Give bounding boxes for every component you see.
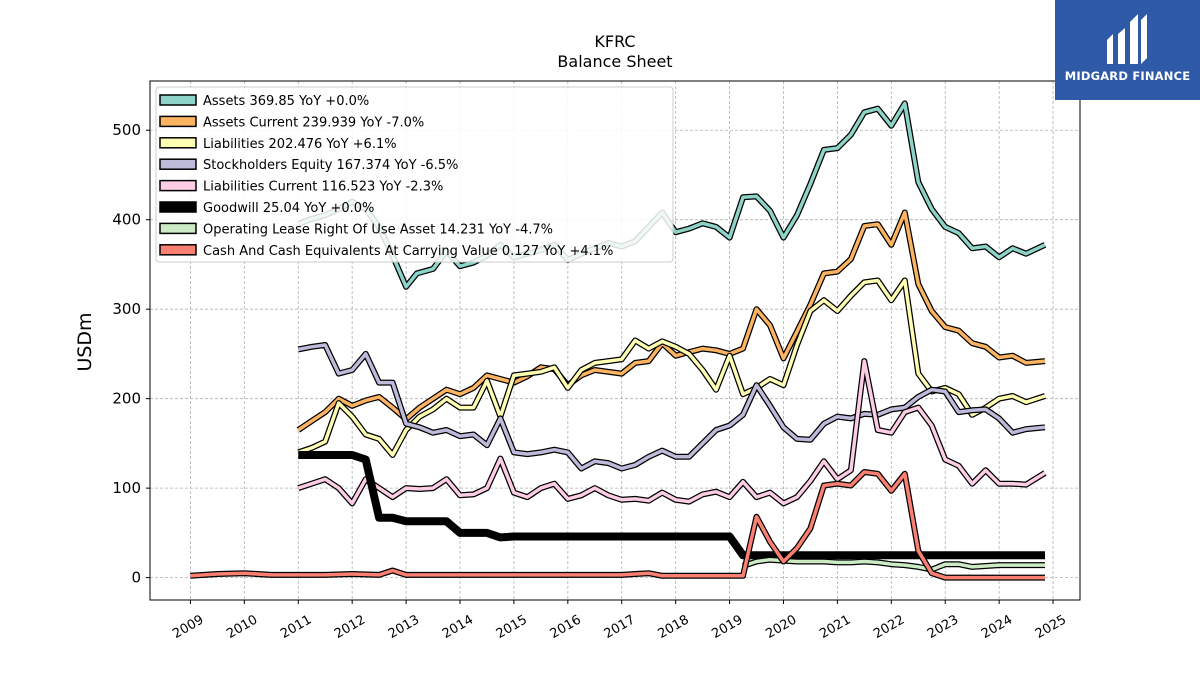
legend-entry: Liabilities Current 116.523 YoY -2.3% — [159, 179, 443, 195]
plot-frame — [149, 80, 1081, 601]
series-line-outline — [297, 342, 1046, 472]
x-tick-label: 2015 — [494, 612, 530, 642]
x-tick-label: 2017 — [602, 612, 638, 642]
legend-swatch — [159, 137, 197, 149]
series-line — [297, 278, 1046, 457]
x-tick-label: 2010 — [224, 612, 260, 642]
logo-text: MIDGARD FINANCE — [1064, 69, 1191, 83]
midgard-finance-logo: MIDGARD FINANCE — [1055, 0, 1200, 100]
legend-label: Stockholders Equity 167.374 YoY -6.5% — [203, 158, 458, 173]
series-line — [298, 451, 1045, 560]
y-tick-label: 300 — [112, 300, 141, 318]
legend: Assets 369.85 YoY +0.0% Assets Current 23… — [155, 86, 674, 263]
legend-entry: Assets Current 239.939 YoY -7.0% — [159, 115, 424, 130]
series-stockholders-equity — [297, 342, 1046, 472]
legend-entry: Operating Lease Right Of Use Asset 14.23… — [159, 222, 553, 237]
series-operating-lease-right-of-use-asset — [742, 556, 1045, 573]
series-layer — [190, 100, 1047, 581]
x-tick-label: 2011 — [278, 612, 314, 642]
legend-swatch — [159, 158, 197, 170]
x-tick-label: 2014 — [440, 612, 476, 642]
legend-label: Assets Current 239.939 YoY -7.0% — [203, 115, 424, 130]
x-tick-label: 2025 — [1033, 612, 1069, 642]
x-tick-label: 2023 — [925, 612, 961, 642]
series-cash-and-cash-equivalents-at-carrying-value — [190, 469, 1045, 581]
legend-label: Goodwill 25.04 YoY +0.0% — [203, 201, 374, 216]
series-line — [297, 210, 1046, 432]
legend-entry: Stockholders Equity 167.374 YoY -6.5% — [159, 158, 458, 173]
legend-label: Liabilities Current 116.523 YoY -2.3% — [203, 180, 443, 195]
legend-swatch — [159, 94, 197, 106]
x-tick-label: 2018 — [655, 612, 691, 642]
series-line — [742, 557, 1045, 572]
legend-entry: Assets 369.85 YoY +0.0% — [159, 94, 369, 109]
legend-swatch — [159, 222, 197, 235]
y-tick-label: 500 — [112, 121, 141, 139]
y-tick-label: 0 — [131, 569, 141, 587]
x-tick-label: 2022 — [871, 612, 907, 642]
series-assets-current — [296, 209, 1046, 433]
logo-emblem-icon — [1107, 14, 1147, 64]
series-line — [190, 470, 1045, 580]
y-tick-label: 200 — [112, 390, 141, 408]
legend-label: Liabilities 202.476 YoY +6.1% — [203, 137, 397, 152]
x-tick-label: 2016 — [548, 612, 584, 642]
legend-entry: Goodwill 25.04 YoY +0.0% — [159, 201, 374, 216]
series-liabilities — [297, 277, 1046, 458]
y-tick-label: 400 — [112, 211, 141, 229]
legend-label: Cash And Cash Equivalents At Carrying Va… — [203, 244, 613, 259]
series-line — [297, 359, 1046, 506]
legend-label: Assets 369.85 YoY +0.0% — [203, 94, 369, 109]
x-tick-label: 2021 — [817, 612, 853, 642]
legend-label: Operating Lease Right Of Use Asset 14.23… — [203, 222, 553, 237]
x-tick-label: 2020 — [763, 612, 799, 642]
legend-swatch — [159, 179, 197, 192]
x-tick-label: 2013 — [386, 612, 422, 642]
legend-swatch — [159, 201, 197, 213]
legend-swatch — [159, 115, 197, 128]
series-line — [297, 343, 1046, 471]
legend-entry: Cash And Cash Equivalents At Carrying Va… — [159, 244, 613, 259]
x-tick-label: 2009 — [170, 612, 206, 642]
y-tick-label: 100 — [112, 479, 141, 497]
y-axis-label: USDm — [74, 312, 96, 371]
chart-title: KFRC — [594, 32, 635, 51]
series-liabilities-current — [297, 358, 1047, 507]
legend-swatch — [159, 244, 197, 256]
legend-box — [155, 86, 674, 263]
x-tick-label: 2024 — [979, 612, 1015, 642]
x-tick-label: 2019 — [709, 612, 745, 642]
chart-subtitle: Balance Sheet — [557, 52, 672, 71]
x-tick-label: 2012 — [332, 612, 368, 642]
legend-entry: Liabilities 202.476 YoY +6.1% — [159, 137, 397, 152]
series-goodwill — [298, 451, 1045, 560]
